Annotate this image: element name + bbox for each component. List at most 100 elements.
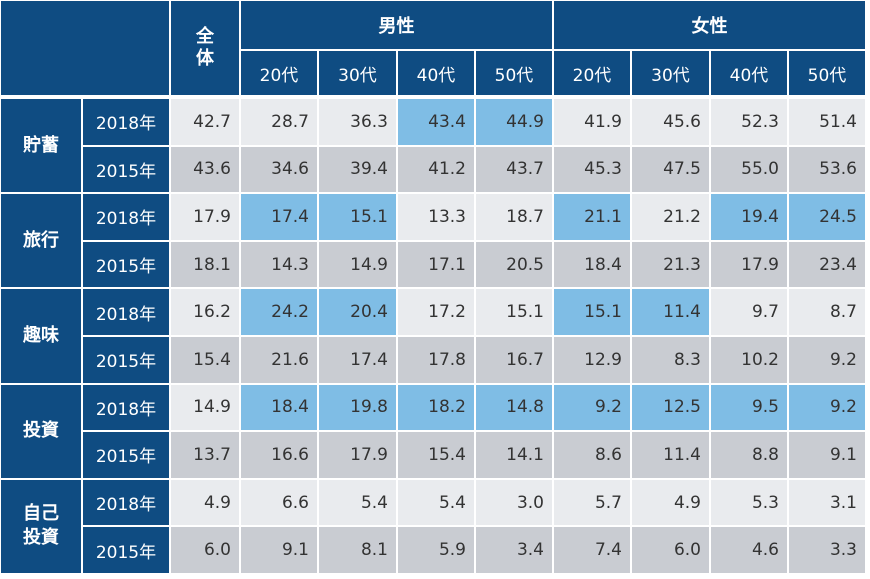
header-total-char: 体 [196,48,214,69]
value-cell: 13.3 [398,194,474,240]
year-label: 2018年 [83,194,169,240]
value-cell: 4.6 [711,527,787,573]
value-cell: 41.9 [554,99,630,145]
value-cell: 18.4 [554,241,630,288]
value-cell: 12.5 [632,384,709,431]
category-label-line: 趣味 [23,324,59,346]
value-cell: 8.3 [632,337,709,383]
value-cell: 3.4 [476,527,552,573]
value-cell: 17.4 [319,337,396,383]
category-label: 自己 投資 [1,479,81,573]
value-cell: 6.0 [171,527,239,573]
year-label: 2015年 [83,432,169,478]
category-label-line: 投資 [23,527,59,549]
value-cell: 9.2 [554,384,630,431]
value-cell: 14.9 [171,384,239,431]
value-cell: 17.9 [171,194,239,240]
value-cell: 5.9 [398,527,474,573]
value-cell: 53.6 [789,146,865,193]
value-cell: 21.2 [632,194,709,240]
year-label: 2018年 [83,289,169,335]
value-cell: 17.2 [398,289,474,335]
value-cell: 15.1 [476,289,552,335]
value-cell: 20.5 [476,241,552,288]
category-label-line: 投資 [23,420,59,442]
value-cell: 11.4 [632,432,709,478]
value-cell: 18.7 [476,194,552,240]
year-label: 2015年 [83,337,169,383]
header-age: 30代 [319,51,396,95]
value-cell: 6.0 [632,527,709,573]
value-cell: 16.7 [476,337,552,383]
category-label: 投資 [1,384,81,478]
value-cell: 9.5 [711,384,787,431]
header-age: 20代 [241,51,317,95]
value-cell: 18.4 [241,384,317,431]
value-cell: 42.7 [171,99,239,145]
value-cell: 34.6 [241,146,317,193]
value-cell: 8.1 [319,527,396,573]
value-cell: 41.2 [398,146,474,193]
value-cell: 3.3 [789,527,865,573]
value-cell: 16.6 [241,432,317,478]
value-cell: 14.8 [476,384,552,431]
value-cell: 21.6 [241,337,317,383]
header-age: 40代 [398,51,474,95]
value-cell: 43.7 [476,146,552,193]
value-cell: 19.4 [711,194,787,240]
header-age: 30代 [632,51,709,95]
header-age: 20代 [554,51,630,95]
category-label: 旅行 [1,194,81,288]
value-cell: 4.9 [171,479,239,526]
value-cell: 51.4 [789,99,865,145]
value-cell: 6.6 [241,479,317,526]
value-cell: 5.3 [711,479,787,526]
value-cell: 45.6 [632,99,709,145]
value-cell: 43.4 [398,99,474,145]
header-total-char: 全 [196,26,214,47]
value-cell: 21.1 [554,194,630,240]
value-cell: 17.9 [319,432,396,478]
category-label-line: 貯蓄 [23,134,59,156]
value-cell: 21.3 [632,241,709,288]
value-cell: 18.2 [398,384,474,431]
value-cell: 18.1 [171,241,239,288]
value-cell: 9.2 [789,337,865,383]
year-label: 2015年 [83,241,169,288]
category-label-line: 自己 [23,503,59,525]
value-cell: 10.2 [711,337,787,383]
value-cell: 3.1 [789,479,865,526]
value-cell: 4.9 [632,479,709,526]
header-age: 50代 [476,51,552,95]
value-cell: 5.4 [398,479,474,526]
header-group-1: 女性 [554,1,865,49]
value-cell: 14.1 [476,432,552,478]
value-cell: 15.1 [554,289,630,335]
category-label: 趣味 [1,289,81,383]
value-cell: 47.5 [632,146,709,193]
value-cell: 17.8 [398,337,474,383]
value-cell: 7.4 [554,527,630,573]
value-cell: 8.8 [711,432,787,478]
year-label: 2015年 [83,527,169,573]
year-label: 2018年 [83,99,169,145]
value-cell: 17.4 [241,194,317,240]
value-cell: 16.2 [171,289,239,335]
value-cell: 52.3 [711,99,787,145]
value-cell: 19.8 [319,384,396,431]
value-cell: 15.4 [171,337,239,383]
value-cell: 24.2 [241,289,317,335]
value-cell: 15.1 [319,194,396,240]
header-age: 50代 [789,51,865,95]
value-cell: 17.9 [711,241,787,288]
value-cell: 9.1 [241,527,317,573]
value-cell: 23.4 [789,241,865,288]
value-cell: 3.0 [476,479,552,526]
value-cell: 11.4 [632,289,709,335]
value-cell: 14.3 [241,241,317,288]
value-cell: 8.6 [554,432,630,478]
value-cell: 5.7 [554,479,630,526]
value-cell: 44.9 [476,99,552,145]
header-group-0: 男性 [241,1,552,49]
